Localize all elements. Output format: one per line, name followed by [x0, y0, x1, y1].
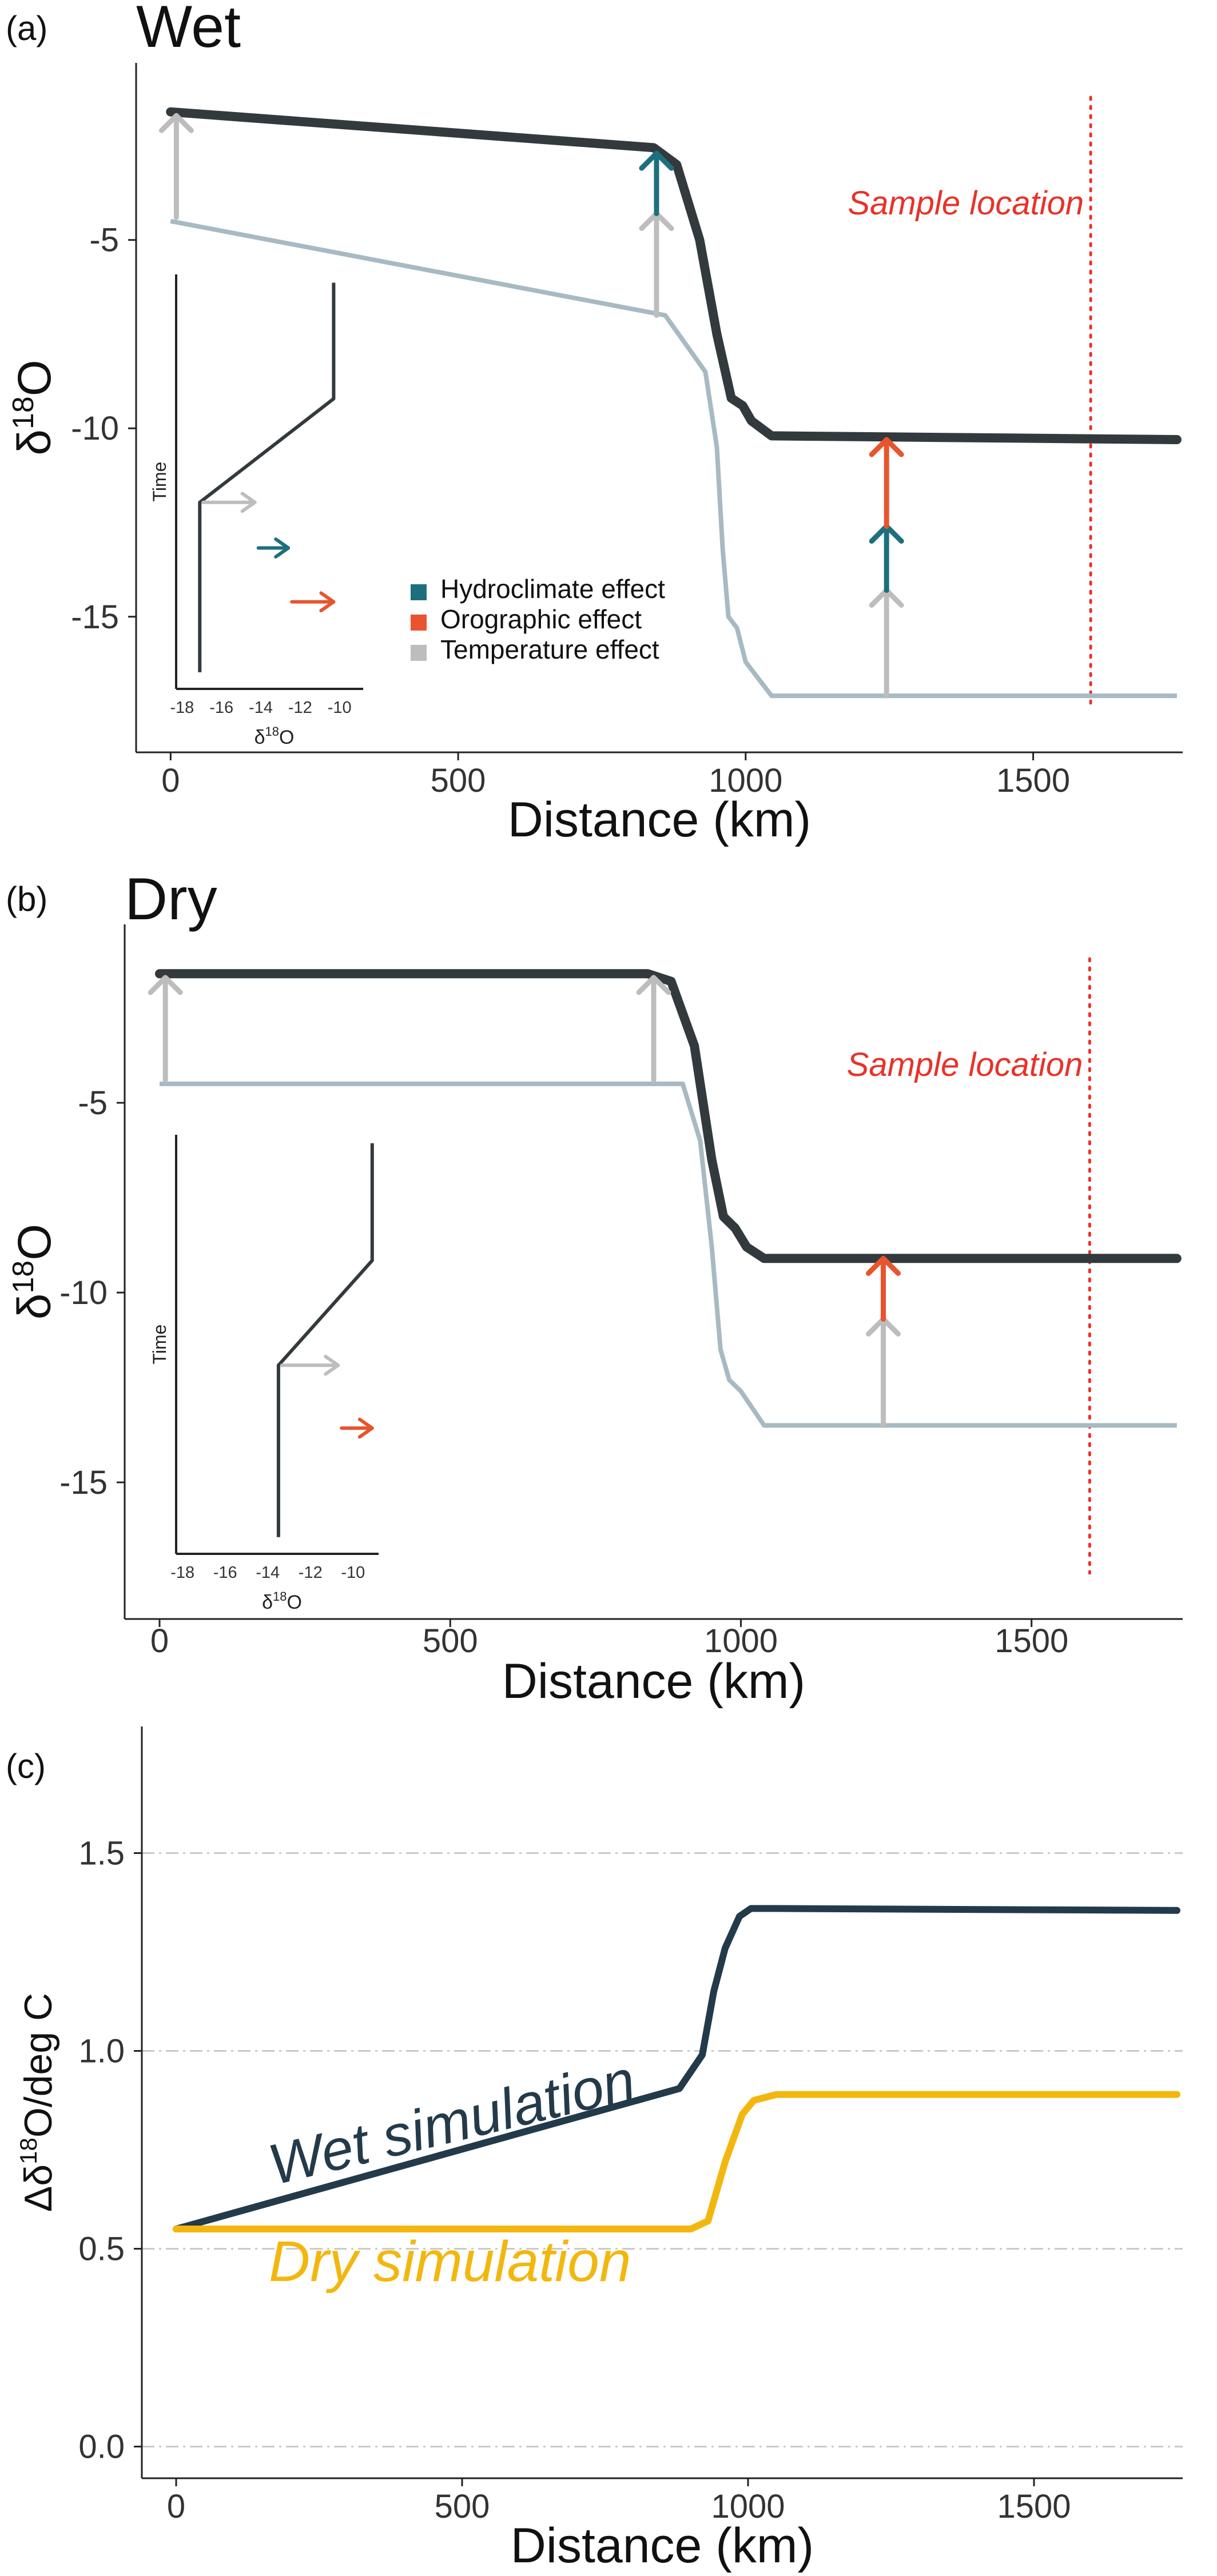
inset-x-tick-label: -10	[328, 699, 352, 717]
inset-x-title-sup: 18	[265, 724, 279, 739]
y-axis-title-delta: Δδ	[17, 2164, 60, 2212]
y-axis-title-sup: 18	[7, 1261, 40, 1294]
inset-x-tick-label: -14	[256, 1564, 280, 1582]
light-series-line	[170, 218, 1177, 699]
inset-x-tick-label: -16	[213, 1564, 237, 1582]
y-tick-label: -10	[59, 1274, 108, 1311]
y-tick-label: -10	[71, 410, 119, 447]
inset-x-tick-label: -16	[209, 699, 233, 717]
inset-x-title-sup: 18	[273, 1589, 287, 1604]
legend-label: Orographic effect	[440, 604, 642, 634]
inset-x-tick-label: -18	[170, 699, 194, 717]
y-axis-title-delta: δ	[9, 429, 61, 456]
legend-label: Hydroclimate effect	[440, 574, 665, 604]
panel-title: Dry	[125, 866, 217, 932]
y-axis-title-sup: 18	[7, 396, 40, 429]
wet-simulation-label: Wet simulation	[263, 2048, 641, 2198]
x-tick-label: 500	[423, 1622, 478, 1660]
y-axis-title-sup: 18	[15, 2138, 42, 2164]
legend-swatch	[411, 584, 427, 600]
panel-tag: (c)	[6, 1747, 46, 1785]
y-tick-label: 0.5	[78, 2231, 125, 2268]
y-tick-label: -5	[78, 1084, 108, 1122]
inset-x-title-o: O	[279, 727, 294, 748]
inset-x-title-delta: δ	[254, 727, 265, 748]
x-axis-title: Distance (km)	[502, 1654, 805, 1709]
panel-a: (a) Wet 0 500 1000 1500 -5 -10 -15 Distance (km) δ…	[6, 0, 1183, 847]
inset-x-title-delta: δ	[262, 1592, 273, 1613]
dry-simulation-label: Dry simulation	[269, 2230, 631, 2294]
inset-x-tick-label: -12	[299, 1564, 323, 1582]
y-tick-label: 0.0	[78, 2429, 125, 2466]
legend-swatch	[411, 615, 427, 631]
y-axis-title-o: O	[9, 360, 61, 396]
panel-title: Wet	[136, 0, 241, 60]
y-tick-label: -15	[59, 1464, 108, 1501]
y-axis-title-rest: O/deg C	[17, 1993, 60, 2138]
legend-label: Temperature effect	[440, 635, 659, 664]
panel-tag: (a)	[6, 9, 47, 47]
inset-arrow-head	[324, 1354, 340, 1376]
x-tick-label: 500	[431, 762, 486, 799]
y-axis-title: Δδ18O/deg C	[15, 1993, 60, 2212]
y-tick-label: -15	[71, 599, 119, 636]
x-tick-label: 0	[167, 2488, 185, 2525]
x-tick-label: 0	[150, 1622, 169, 1660]
x-tick-label: 1500	[995, 1622, 1068, 1660]
x-tick-label: 1000	[709, 762, 782, 799]
wet-series-line	[173, 1905, 1180, 2232]
y-tick-label: -5	[89, 222, 119, 259]
panel-tag: (b)	[6, 880, 47, 918]
inset-x-tick-label: -18	[170, 1564, 194, 1582]
inset-time-line	[198, 282, 336, 672]
inset-y-title: Time	[149, 462, 170, 502]
inset-x-tick-label: -12	[288, 699, 312, 717]
y-axis-title-o: O	[9, 1224, 61, 1261]
y-axis-title: δ18O	[7, 1224, 61, 1319]
inset-y-title: Time	[149, 1325, 170, 1365]
dry-series-line	[173, 2091, 1180, 2232]
x-tick-label: 1500	[996, 762, 1070, 799]
x-axis-title: Distance (km)	[511, 2518, 814, 2573]
inset-x-title: δ18O	[262, 1589, 302, 1613]
inset-arrow-head	[319, 591, 336, 613]
x-axis-title: Distance (km)	[508, 792, 811, 847]
inset-x-tick-label: -10	[341, 1564, 365, 1582]
y-tick-label: 1.0	[78, 2033, 125, 2070]
effect-arrow-head	[158, 113, 194, 133]
inset-time-line	[276, 1143, 374, 1537]
y-tick-label: 1.5	[78, 1835, 125, 1872]
legend-swatch	[411, 645, 427, 661]
dark-series-line	[155, 969, 1182, 1263]
panel-b: (b) Dry 0 500 1000 1500 -5 -10 -15 Distance (km) δ…	[6, 866, 1183, 1709]
x-tick-label: 1500	[997, 2488, 1071, 2525]
x-tick-label: 1000	[711, 2488, 785, 2525]
x-tick-label: 500	[435, 2488, 490, 2525]
effect-arrow-head	[148, 975, 183, 995]
effect-arrow-head	[869, 437, 904, 457]
x-tick-label: 0	[161, 762, 180, 799]
sample-location-label: Sample location	[847, 1046, 1083, 1083]
y-axis-title: δ18O	[7, 360, 61, 455]
inset-arrow-head	[357, 1417, 374, 1439]
inset-arrow-head	[274, 537, 291, 559]
effect-arrow-head	[639, 150, 674, 171]
inset-arrow-head	[240, 492, 257, 513]
y-axis-title-delta: δ	[9, 1293, 61, 1319]
sample-location-label: Sample location	[848, 185, 1084, 222]
inset-x-title: δ18O	[254, 724, 295, 748]
inset-x-tick-label: -14	[249, 699, 273, 717]
x-tick-label: 1000	[704, 1622, 778, 1660]
effect-arrow-head	[866, 1255, 901, 1276]
panel-c: (c) 0.0 0.5 1.0 1.5 0 500 1000 1500 Distance (km)…	[6, 1726, 1183, 2573]
inset-x-title-o: O	[287, 1592, 301, 1613]
dark-series-line	[166, 107, 1182, 444]
effect-arrow-head	[636, 975, 671, 995]
light-series-line	[160, 1081, 1177, 1428]
